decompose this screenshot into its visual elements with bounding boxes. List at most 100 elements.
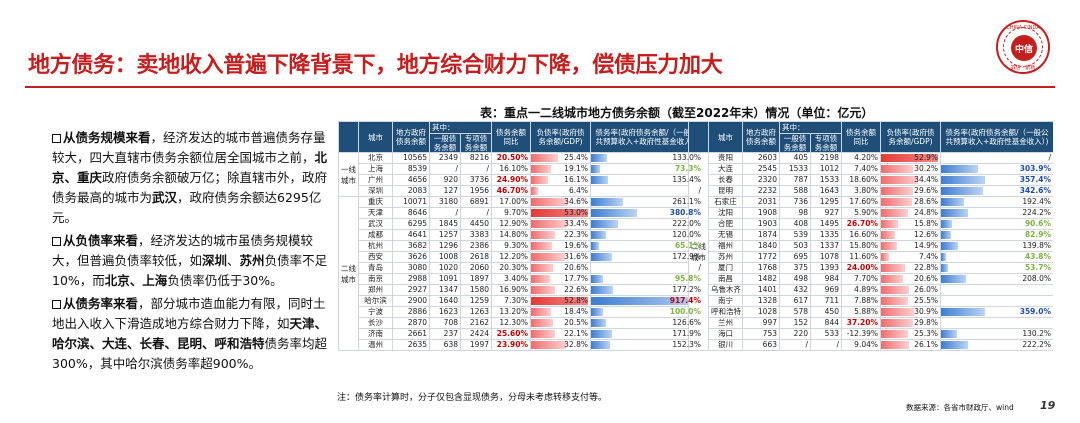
col-among: 其中： (779, 121, 842, 134)
yoy-cell: 20.30% (491, 262, 531, 274)
table-row: 深圳 2083 127 1956 46.70% 6.4% / (339, 185, 703, 197)
debt-burden-cell: 359.0% (940, 306, 1053, 318)
general-debt-cell: 736 (779, 196, 811, 208)
debt-ratio-cell-bar (881, 297, 909, 305)
general-debt-cell: 617 (779, 295, 811, 307)
debt-burden-cell-bar (591, 231, 606, 239)
general-debt-cell: 127 (429, 185, 461, 197)
special-debt-cell: / (460, 163, 492, 175)
general-debt-cell: 152 (779, 317, 811, 329)
special-debt-cell: / (460, 207, 492, 219)
debt-burden-cell: 90.6% (940, 218, 1053, 230)
debt-ratio-cell: 32.8% (530, 339, 591, 351)
special-debt-cell: 1643 (810, 185, 842, 197)
special-debt-cell: 2060 (460, 262, 492, 274)
general-debt-cell: / (429, 207, 461, 219)
debt-burden-cell-bar (941, 341, 969, 349)
debt-ratio-cell: 29.8% (880, 317, 941, 329)
debt-burden-cell: 53.7% (940, 262, 1053, 274)
debt-cell: 2320 (742, 174, 780, 186)
special-debt-cell: 1263 (460, 306, 492, 318)
debt-ratio-cell: 26.1% (880, 339, 941, 351)
debt-ratio-cell: 20.5% (530, 317, 591, 329)
general-debt-cell: 432 (779, 284, 811, 296)
debt-burden-cell-bar (941, 330, 957, 338)
table-row: 二线城市 贵阳 2603 405 2198 4.20% 52.9% / (688, 152, 1053, 351)
general-debt-cell: 1091 (429, 273, 461, 285)
col-yoy: 债务余额同比 (841, 121, 881, 153)
city-cell: 杭州 (358, 240, 393, 252)
special-debt-cell: 1533 (810, 174, 842, 186)
debt-ratio-cell: 52.8% (530, 295, 591, 307)
special-debt-cell: 1335 (810, 229, 842, 241)
point-ratio: 从负债率来看，经济发达的城市虽债务规模较大，但普遍负债率较低，如深圳、苏州负债率… (52, 233, 328, 288)
debt-ratio-cell: 22.6% (530, 284, 591, 296)
debt-burden-cell-bar (591, 154, 608, 162)
city-cell: 成都 (358, 229, 393, 241)
debt-burden-cell: 222.0% (590, 218, 703, 230)
debt-cell: 3080 (392, 262, 430, 274)
debt-cell: 2886 (392, 306, 430, 318)
debt-cell: 2900 (392, 295, 430, 307)
debt-burden-cell: 380.8% (590, 207, 703, 219)
col-among: 其中： (429, 121, 492, 134)
yoy-cell: -12.39% (841, 328, 881, 340)
yoy-cell: 23.90% (491, 339, 531, 351)
debt-ratio-cell-bar (881, 264, 906, 272)
general-debt-cell: 588 (779, 185, 811, 197)
table-row: 二线城市 重庆 10071 3180 6891 17.00% 34.6% 261.1% (338, 196, 703, 351)
debt-burden-cell-bar (941, 308, 985, 316)
debt-ratio-cell: 19.1% (530, 163, 591, 175)
debt-cell: 1840 (742, 240, 780, 252)
city-cell: 南昌 (708, 273, 743, 285)
debt-burden-cell: / (940, 152, 1053, 164)
special-debt-cell: 969 (810, 284, 842, 296)
debt-burden-cell: 171.9% (590, 328, 703, 340)
city-cell: 苏州 (708, 251, 743, 263)
debt-ratio-cell-bar (881, 242, 897, 250)
special-debt-cell: / (810, 339, 842, 351)
debt-burden-cell-bar (591, 286, 613, 294)
debt-ratio-cell-bar (881, 308, 915, 316)
special-debt-cell: 3736 (460, 174, 492, 186)
debt-burden-cell-bar (591, 330, 612, 338)
debt-burden-cell-bar (941, 220, 953, 228)
general-debt-cell: / (429, 163, 461, 175)
debt-cell: 1028 (742, 306, 780, 318)
yoy-cell: 12.30% (491, 317, 531, 329)
city-cell: 兰州 (708, 317, 743, 329)
general-debt-cell: 1533 (779, 163, 811, 175)
city-cell: 沈阳 (708, 207, 743, 219)
special-debt-cell: 1580 (460, 284, 492, 296)
city-cell: 石家庄 (708, 196, 743, 208)
general-debt-cell: 787 (779, 174, 811, 186)
checkbox-bullet-icon (52, 300, 61, 309)
yoy-cell: 7.40% (841, 163, 881, 175)
debt-burden-cell: 152.3% (590, 339, 703, 351)
city-cell: 哈尔滨 (358, 295, 393, 307)
debt-cell: 2988 (392, 273, 430, 285)
col-burden: 债务率(政府债务余额/（一般公共预算收入+政府性基金收入）) (590, 121, 703, 153)
general-debt-cell: 695 (779, 251, 811, 263)
special-debt-cell: 844 (810, 317, 842, 329)
special-debt-cell: 4450 (460, 218, 492, 230)
debt-burden-cell: 342.6% (940, 185, 1053, 197)
table-row: 哈尔滨 2900 1640 1259 7.30% 52.8% 917.4% (339, 295, 703, 307)
debt-burden-cell: 261.1% (590, 196, 703, 208)
logo-center: 中信 (1011, 35, 1037, 61)
col-special: 专项债务余额 (810, 133, 842, 153)
debt-ratio-cell: 22.8% (880, 262, 941, 274)
yoy-cell: 14.80% (491, 229, 531, 241)
debt-ratio-cell: 31.6% (530, 251, 591, 263)
data-source: 数据来源：各省市财政厅、wind (906, 403, 1014, 412)
debt-burden-cell-bar (941, 242, 959, 250)
debt-ratio-cell-bar (531, 275, 550, 283)
general-debt-cell: 2349 (429, 152, 461, 164)
debt-burden-cell-bar (941, 253, 947, 261)
debt-burden-cell-bar (591, 253, 613, 261)
debt-burden-cell-bar (591, 209, 638, 217)
group-label: 一线城市 (338, 152, 359, 197)
group-label: 二线城市 (338, 196, 359, 351)
debt-ratio-cell-bar (531, 253, 565, 261)
